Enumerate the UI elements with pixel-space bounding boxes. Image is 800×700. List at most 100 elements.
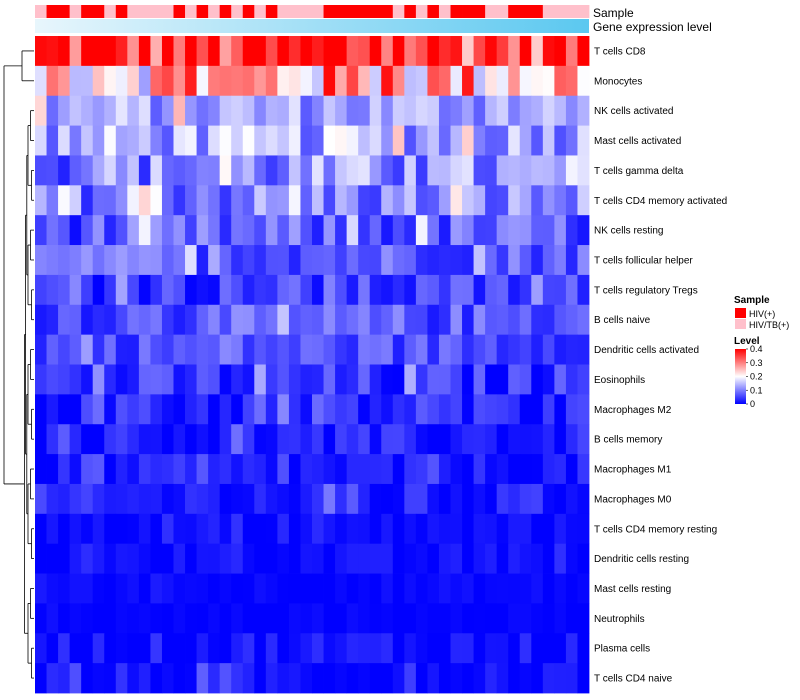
heatmap-cell bbox=[69, 543, 82, 574]
heatmap-cell bbox=[196, 334, 209, 365]
heatmap-cell bbox=[185, 543, 197, 574]
legend-label-hiv-tb: HIV/TB(+) bbox=[749, 320, 789, 330]
heatmap-cell bbox=[369, 215, 382, 246]
heatmap-cell bbox=[277, 274, 290, 306]
heatmap-cell bbox=[46, 394, 59, 425]
heatmap-cell bbox=[404, 633, 417, 664]
heatmap-cell bbox=[312, 483, 324, 515]
heatmap-cell bbox=[161, 573, 174, 604]
heatmap-cell bbox=[358, 513, 371, 545]
heatmap-cell bbox=[427, 454, 440, 485]
heatmap-cell bbox=[565, 185, 578, 216]
heatmap-cell bbox=[381, 573, 394, 604]
heatmap-cell bbox=[127, 573, 140, 604]
heatmap-cell bbox=[473, 633, 486, 664]
heatmap-cell bbox=[196, 394, 209, 425]
heatmap-cell bbox=[208, 304, 221, 336]
heatmap-cell bbox=[519, 394, 532, 425]
heatmap-cell bbox=[185, 424, 197, 455]
heatmap-cell bbox=[288, 633, 301, 664]
heatmap-cell bbox=[104, 215, 117, 246]
heatmap-cell bbox=[508, 364, 521, 395]
heatmap-cell bbox=[265, 513, 278, 545]
heatmap-cell bbox=[173, 424, 186, 455]
heatmap-cell bbox=[185, 65, 197, 97]
heatmap-cell bbox=[335, 424, 348, 455]
heatmap-cell bbox=[554, 95, 567, 126]
heatmap-cell bbox=[462, 573, 474, 604]
heatmap-cell bbox=[46, 483, 59, 515]
heatmap-cell bbox=[81, 543, 94, 574]
heatmap-cell bbox=[150, 185, 163, 216]
heatmap-cell bbox=[127, 65, 140, 97]
heatmap-cell bbox=[496, 663, 509, 694]
sample-annotation-cell bbox=[438, 5, 451, 18]
heatmap-cell bbox=[450, 65, 463, 97]
heatmap-cell bbox=[150, 603, 163, 634]
heatmap-cell bbox=[404, 65, 417, 97]
heatmap-cell bbox=[288, 185, 301, 216]
heatmap-cell bbox=[81, 454, 94, 485]
heatmap-cell bbox=[173, 334, 186, 365]
heatmap-cell bbox=[473, 364, 486, 395]
heatmap-cell bbox=[208, 454, 221, 485]
heatmap-cell bbox=[231, 483, 244, 515]
heatmap-cell bbox=[46, 155, 59, 186]
heatmap-cell bbox=[485, 36, 498, 67]
heatmap-cell bbox=[127, 274, 140, 306]
heatmap-cell bbox=[92, 394, 105, 425]
heatmap-cell bbox=[81, 394, 94, 425]
heatmap-cell bbox=[565, 364, 578, 395]
heatmap-cell bbox=[35, 245, 47, 276]
heatmap-cell bbox=[173, 394, 186, 425]
heatmap-cell bbox=[427, 603, 440, 634]
heatmap-cell bbox=[242, 125, 255, 156]
heatmap-cell bbox=[127, 215, 140, 246]
heatmap-cell bbox=[254, 304, 267, 336]
heatmap-cell bbox=[277, 215, 290, 246]
heatmap-cell bbox=[404, 125, 417, 156]
heatmap-cell bbox=[542, 245, 555, 276]
heatmap-cell bbox=[496, 603, 509, 634]
sample-annotation-cell bbox=[462, 5, 474, 18]
legend: Sample HIV(+) HIV/TB(+) Level 0.40.30.20… bbox=[734, 295, 789, 409]
heatmap-cell bbox=[138, 543, 151, 574]
heatmap-cell bbox=[392, 334, 405, 365]
heatmap-cell bbox=[381, 394, 394, 425]
heatmap-cell bbox=[58, 125, 71, 156]
heatmap-cell bbox=[300, 334, 313, 365]
heatmap-cell bbox=[58, 454, 71, 485]
heatmap-cell bbox=[577, 454, 590, 485]
heatmap-cell bbox=[196, 454, 209, 485]
heatmap-cell bbox=[462, 424, 474, 455]
sample-annotation-cell bbox=[81, 5, 94, 18]
heatmap-cell bbox=[104, 36, 117, 67]
heatmap-cell bbox=[462, 304, 474, 336]
heatmap-cell bbox=[335, 36, 348, 67]
sample-annotation-cell bbox=[323, 5, 336, 18]
heatmap-cell bbox=[450, 215, 463, 246]
row-label: Macrophages M0 bbox=[594, 494, 672, 505]
heatmap-cell bbox=[81, 633, 94, 664]
heatmap-cell bbox=[531, 95, 544, 126]
heatmap-cell bbox=[46, 663, 59, 694]
heatmap-cell bbox=[219, 454, 232, 485]
heatmap-cell bbox=[335, 633, 348, 664]
heatmap-cell bbox=[92, 364, 105, 395]
heatmap-cell bbox=[219, 125, 232, 156]
heatmap-cell bbox=[104, 573, 117, 604]
heatmap-cell bbox=[35, 394, 47, 425]
sample-annotation-cell bbox=[254, 5, 267, 18]
heatmap-cell bbox=[254, 364, 267, 395]
heatmap-cell bbox=[196, 573, 209, 604]
heatmap-cell bbox=[496, 364, 509, 395]
heatmap-cell bbox=[369, 543, 382, 574]
heatmap-cell bbox=[542, 633, 555, 664]
heatmap-cell bbox=[138, 483, 151, 515]
heatmap-cell bbox=[438, 603, 451, 634]
heatmap-cell bbox=[231, 394, 244, 425]
heatmap-cell bbox=[92, 274, 105, 306]
heatmap-cell bbox=[196, 603, 209, 634]
heatmap-cell bbox=[554, 663, 567, 694]
heatmap-cell bbox=[438, 245, 451, 276]
